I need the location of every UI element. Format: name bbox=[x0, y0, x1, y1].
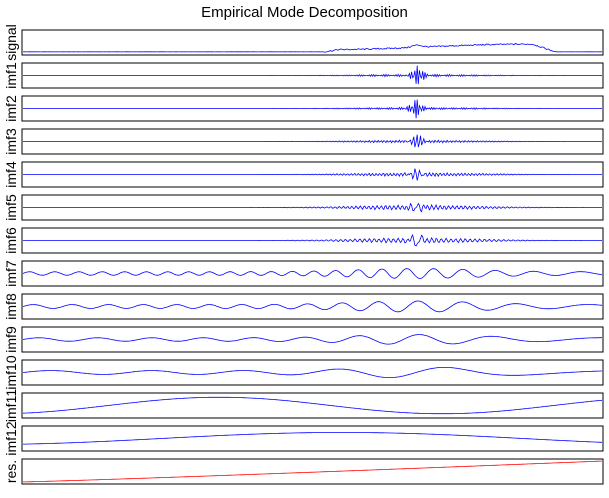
panel-label: imf2 bbox=[3, 95, 19, 122]
panel-res: res. bbox=[3, 458, 604, 485]
panel-frame bbox=[21, 425, 604, 452]
series-line-imf10 bbox=[22, 367, 602, 378]
panel-frame bbox=[21, 29, 604, 56]
panel-imf3: imf3 bbox=[3, 128, 604, 155]
panel-imf1: imf1 bbox=[3, 62, 604, 89]
panel-frame bbox=[21, 326, 604, 353]
panel-label: imf8 bbox=[3, 293, 19, 320]
panel-frame bbox=[21, 293, 604, 320]
panel-label: imf7 bbox=[3, 260, 19, 287]
panel-imf2: imf2 bbox=[3, 95, 604, 122]
series-line-imf9 bbox=[22, 334, 602, 345]
series-line-imf2 bbox=[23, 99, 602, 119]
panel-label: signal bbox=[3, 24, 19, 61]
panel-frame bbox=[21, 392, 604, 419]
series-line-imf12 bbox=[23, 432, 602, 445]
series-line-signal bbox=[22, 43, 603, 53]
panel-imf5: imf5 bbox=[3, 194, 604, 221]
series-line-imf3 bbox=[23, 134, 602, 148]
series-line-imf7 bbox=[22, 268, 603, 279]
panel-label: imf11 bbox=[3, 389, 19, 422]
panel-label: imf10 bbox=[3, 355, 19, 389]
panel-label: imf12 bbox=[3, 421, 19, 455]
panel-imf10: imf10 bbox=[3, 355, 604, 390]
panel-label: imf9 bbox=[3, 326, 19, 353]
panel-imf12: imf12 bbox=[3, 421, 604, 456]
panel-label: res. bbox=[3, 460, 19, 483]
panel-label: imf5 bbox=[3, 194, 19, 221]
series-line-imf4 bbox=[23, 168, 602, 181]
panel-signal: signal bbox=[3, 24, 604, 61]
panel-imf9: imf9 bbox=[3, 326, 604, 353]
series-line-imf11 bbox=[22, 396, 603, 415]
series-line-imf1 bbox=[23, 65, 602, 85]
panel-imf6: imf6 bbox=[3, 227, 604, 254]
series-line-imf8 bbox=[22, 300, 603, 313]
panel-frame bbox=[21, 458, 604, 485]
panel-imf7: imf7 bbox=[3, 260, 604, 287]
panel-label: imf4 bbox=[3, 161, 19, 188]
panel-label: imf6 bbox=[3, 227, 19, 254]
panel-label: imf1 bbox=[3, 62, 19, 89]
chart-title: Empirical Mode Decomposition bbox=[201, 4, 408, 21]
panel-label: imf3 bbox=[3, 128, 19, 155]
series-line-res bbox=[23, 460, 602, 483]
panel-imf11: imf11 bbox=[3, 389, 604, 422]
series-line-imf5 bbox=[23, 202, 602, 213]
panel-imf8: imf8 bbox=[3, 293, 604, 320]
series-line-imf6 bbox=[23, 234, 602, 247]
panel-frame bbox=[21, 260, 604, 287]
panel-imf4: imf4 bbox=[3, 161, 604, 188]
